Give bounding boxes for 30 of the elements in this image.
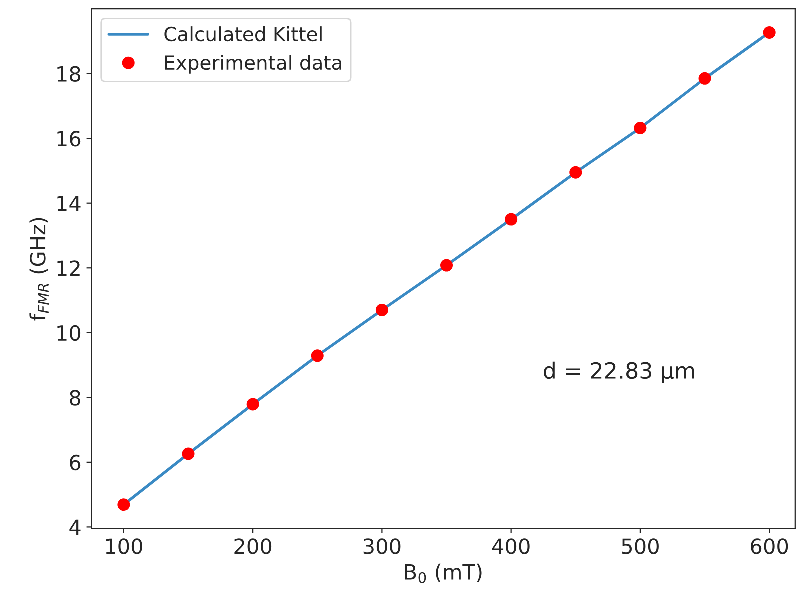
y-tick-label: 10 — [58, 325, 81, 342]
y-tick-label: 14 — [58, 196, 81, 212]
point — [570, 166, 582, 179]
legend-label: Calculated Kittel — [164, 26, 322, 42]
y-tick-label: 4 — [70, 520, 81, 536]
point — [698, 72, 712, 85]
point — [246, 398, 260, 411]
y-axis-title: f$_{FMR}$ (GHz) — [30, 218, 49, 321]
y-tick-label: 16 — [58, 131, 81, 147]
x-tick-label: 400 — [492, 538, 530, 554]
annotation: d = 22.83 μm — [544, 362, 694, 384]
x-axis-title: B$_{0}$ (mT) — [405, 564, 482, 584]
point — [440, 259, 454, 272]
legend-label: Experimental data — [166, 55, 342, 74]
point — [505, 213, 518, 226]
x-tick-label: 600 — [751, 538, 788, 554]
x-tick-label: 200 — [234, 538, 272, 554]
x-tick-label: 500 — [622, 538, 659, 554]
y-tick-label: 8 — [70, 390, 81, 406]
x-tick-label: 300 — [364, 538, 401, 554]
y-tick-label: 18 — [58, 66, 81, 82]
point — [311, 350, 324, 362]
x-tick-label: 100 — [106, 538, 142, 554]
y-tick-label: 6 — [70, 454, 81, 471]
point — [118, 498, 130, 512]
point — [763, 26, 776, 39]
y-tick-label: 12 — [58, 260, 80, 276]
point — [376, 304, 388, 316]
point — [634, 122, 647, 134]
point — [182, 448, 195, 460]
